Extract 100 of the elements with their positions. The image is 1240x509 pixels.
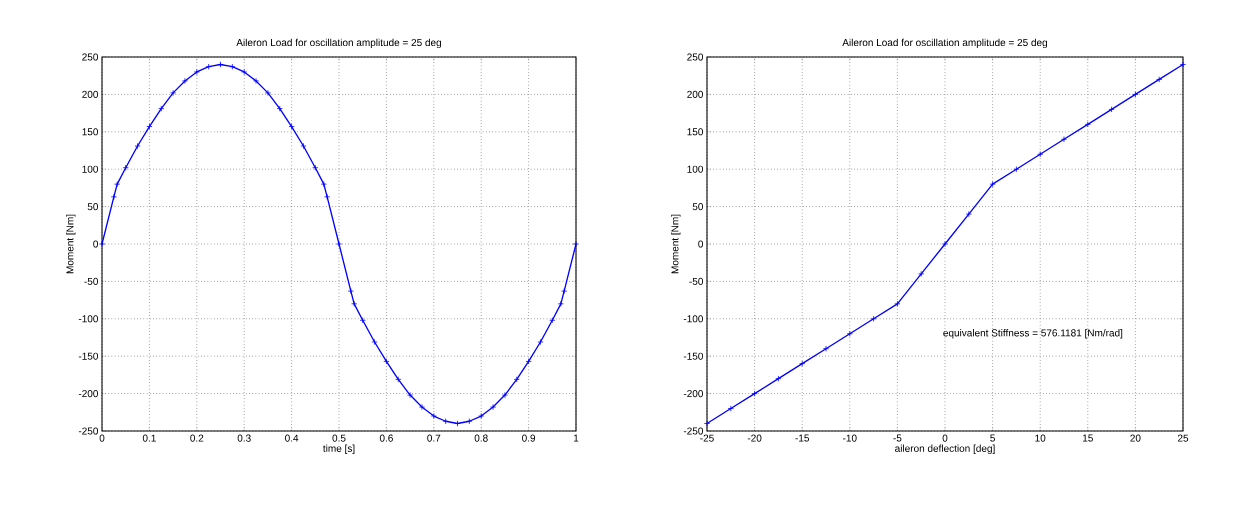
- y-tick-label: -50: [689, 277, 704, 285]
- point: [489, 403, 497, 411]
- x-tick-label: -5: [893, 434, 902, 442]
- y-tick-label: 100: [82, 165, 99, 173]
- y-tick-label: 100: [687, 165, 703, 173]
- x-tick-label: 0.6: [379, 434, 393, 442]
- point: [501, 392, 508, 399]
- point: [1132, 91, 1139, 98]
- point: [252, 77, 260, 84]
- point: [466, 418, 473, 425]
- point: [918, 270, 925, 277]
- x-tick-label: 15: [1082, 434, 1093, 442]
- annotation: equivalent Stiffness = 576.1181 [Nm/rad]: [943, 329, 1123, 339]
- y-tick-label: -200: [78, 390, 99, 398]
- x-axis-title: time [s]: [323, 444, 355, 454]
- point: [134, 142, 141, 150]
- point: [537, 338, 544, 346]
- point: [320, 181, 327, 188]
- point: [122, 164, 129, 171]
- point: [727, 405, 734, 412]
- y-tick-label: 250: [687, 53, 703, 61]
- y-tick-label: -100: [78, 315, 99, 323]
- y-tick-label: 200: [687, 90, 703, 98]
- point: [775, 375, 782, 382]
- y-tick-label: 50: [692, 203, 704, 211]
- x-tick-label: 0.2: [190, 434, 204, 442]
- y-tick-label: -150: [78, 352, 99, 360]
- x-tick-label: -15: [795, 434, 810, 442]
- y-tick-label: -50: [84, 277, 99, 285]
- y-tick-label: 250: [82, 53, 99, 61]
- point: [442, 418, 449, 425]
- point: [430, 412, 437, 420]
- y-tick-label: -150: [683, 352, 703, 360]
- point: [1060, 136, 1068, 143]
- point: [407, 392, 414, 399]
- point: [217, 61, 224, 68]
- x-tick-label: 0: [942, 434, 948, 442]
- y-tick-label: 200: [82, 90, 99, 98]
- point: [347, 288, 354, 295]
- point: [561, 288, 568, 295]
- y-tick-label: 0: [698, 240, 704, 248]
- x-tick-label: 0.1: [142, 434, 156, 442]
- point: [264, 89, 271, 96]
- y-tick-label: -250: [683, 427, 703, 435]
- x-tick-label: 0.3: [237, 434, 251, 442]
- point: [181, 77, 189, 84]
- x-tick-label: 25: [1177, 434, 1189, 442]
- point: [276, 105, 283, 112]
- point: [205, 63, 212, 70]
- x-tick-label: 0.7: [427, 434, 441, 442]
- y-tick-label: -250: [78, 427, 99, 435]
- point: [158, 105, 165, 112]
- y-tick-label: 150: [82, 128, 99, 136]
- point: [351, 300, 358, 307]
- point: [1084, 121, 1091, 128]
- y-axis-title: Moment [Nm]: [66, 214, 76, 274]
- y-tick-label: -200: [683, 390, 703, 398]
- chart-title: Aileron Load for oscillation amplitude = 25 deg: [842, 38, 1047, 49]
- point: [110, 193, 117, 200]
- point: [1013, 166, 1020, 173]
- point: [395, 376, 402, 383]
- point: [324, 193, 331, 200]
- point: [478, 412, 485, 420]
- x-tick-label: 0: [99, 434, 105, 442]
- point: [312, 164, 319, 171]
- point: [1108, 106, 1115, 113]
- point: [870, 315, 877, 322]
- point: [846, 330, 853, 337]
- x-tick-label: 0.5: [332, 434, 346, 442]
- point: [799, 360, 806, 367]
- point: [229, 63, 236, 70]
- chart-title: Aileron Load for oscillation amplitude = 25 deg: [236, 38, 442, 49]
- x-tick-label: 1: [573, 434, 579, 442]
- point: [193, 68, 200, 76]
- y-tick-label: 150: [687, 128, 703, 136]
- point: [822, 345, 830, 352]
- point: [894, 300, 901, 307]
- y-tick-label: 0: [93, 240, 99, 248]
- point: [114, 181, 121, 188]
- point: [300, 142, 307, 150]
- point: [359, 317, 366, 324]
- x-tick-label: -10: [843, 434, 857, 442]
- point: [418, 403, 426, 411]
- point: [941, 240, 949, 248]
- x-tick-label: -20: [747, 434, 762, 442]
- point: [513, 376, 520, 383]
- point: [557, 300, 564, 307]
- point: [335, 240, 343, 248]
- x-tick-label: -25: [700, 434, 714, 442]
- x-tick-label: 10: [1035, 434, 1046, 442]
- x-tick-label: 5: [990, 434, 995, 442]
- point: [751, 390, 758, 397]
- x-tick-label: 0.8: [474, 434, 488, 442]
- point: [1037, 151, 1044, 158]
- point: [965, 211, 972, 218]
- point: [371, 338, 378, 346]
- point: [241, 68, 248, 76]
- x-tick-label: 0.4: [285, 434, 299, 442]
- point: [146, 123, 153, 130]
- point: [525, 358, 532, 365]
